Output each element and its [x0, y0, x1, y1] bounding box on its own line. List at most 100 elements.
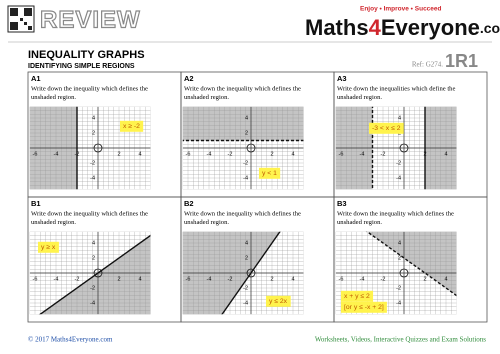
x-tick-label: -6 [33, 151, 38, 157]
answer: y ≥ x [41, 244, 56, 251]
x-tick-label: 2 [270, 151, 273, 157]
x-tick-label: 4 [444, 276, 447, 282]
x-tick-label: -6 [339, 151, 344, 157]
y-tick-label: 2 [245, 130, 248, 136]
instruction: unshaded region. [184, 94, 229, 101]
x-tick-label: 4 [291, 151, 294, 157]
y-tick-label: -4 [243, 175, 248, 181]
x-tick-label: -4 [54, 276, 59, 282]
badge: REVIEW [40, 6, 141, 33]
graph [335, 231, 457, 315]
boundary-line [221, 231, 281, 315]
instruction: unshaded region. [337, 219, 382, 226]
x-tick-label: -2 [381, 151, 386, 157]
y-tick-label: -2 [396, 160, 401, 166]
instruction: unshaded region. [31, 94, 76, 101]
y-tick-label: 4 [245, 115, 248, 121]
origin-marker [399, 143, 409, 153]
answer: -3 < x ≤ 2 [372, 125, 401, 132]
answer-highlight [266, 295, 291, 307]
origin-marker [93, 268, 103, 278]
x-tick-label: 2 [117, 276, 120, 282]
graph [182, 106, 304, 190]
x-tick-label: -2 [75, 151, 80, 157]
answer-highlight [259, 167, 281, 179]
logo-tagline: Enjoy • Improve • Succeed [360, 6, 442, 13]
graph [335, 106, 457, 190]
y-tick-label: 2 [398, 255, 401, 261]
logo-prefix: Maths [305, 15, 369, 40]
answer: y < 1 [262, 170, 277, 177]
answer: x ≥ -2 [123, 123, 140, 130]
subtitle: IDENTIFYING SIMPLE REGIONS [28, 63, 135, 70]
y-tick-label: 4 [92, 240, 95, 246]
answer-highlight [341, 290, 374, 302]
panel-label: B1 [31, 199, 41, 208]
instruction: Write down the inequality which defines … [31, 86, 148, 93]
panel-label: A2 [184, 74, 194, 83]
y-tick-label: -4 [90, 300, 95, 306]
x-tick-label: -4 [360, 276, 365, 282]
y-tick-label: 2 [92, 255, 95, 261]
logo-suffix: Everyone [381, 15, 480, 40]
y-tick-label: 2 [92, 130, 95, 136]
panel: B2 Write down the inequality which define… [180, 196, 335, 323]
logo-digit: 4 [369, 15, 382, 40]
x-tick-label: -4 [207, 151, 212, 157]
ref: Ref: G274. [412, 61, 443, 69]
logo-domain: .com [480, 20, 500, 36]
instruction: Write down the inequality which defines … [184, 211, 301, 218]
panel: B1 Write down the inequality which define… [27, 196, 182, 323]
x-tick-label: -6 [186, 151, 191, 157]
y-tick-label: 2 [245, 255, 248, 261]
x-tick-label: -2 [228, 276, 233, 282]
y-tick-label: -2 [396, 285, 401, 291]
shaded-region [182, 106, 304, 141]
y-tick-label: -2 [90, 285, 95, 291]
instruction: Write down the inequality which defines … [337, 211, 454, 218]
x-tick-label: -2 [75, 276, 80, 282]
boundary-line [366, 231, 457, 297]
instruction: unshaded region. [31, 219, 76, 226]
qr-icon [7, 5, 35, 33]
answer: [or y ≤ -x + 2] [344, 304, 384, 311]
title: INEQUALITY GRAPHS [28, 49, 145, 61]
graph [182, 231, 304, 315]
x-tick-label: 2 [423, 151, 426, 157]
answer: y ≤ 2x [269, 298, 288, 305]
panel: A1 Write down the inequality which define… [27, 71, 182, 198]
x-tick-label: 4 [138, 151, 141, 157]
x-tick-label: -2 [228, 151, 233, 157]
code: 1R1 [445, 51, 478, 71]
y-tick-label: -4 [90, 175, 95, 181]
x-tick-label: -6 [186, 276, 191, 282]
answer-highlight [38, 241, 59, 253]
panel-label: B2 [184, 199, 194, 208]
y-tick-label: -2 [90, 160, 95, 166]
answer-highlight [120, 120, 144, 132]
x-tick-label: -4 [54, 151, 59, 157]
x-tick-label: 2 [270, 276, 273, 282]
x-tick-label: -6 [33, 276, 38, 282]
instruction: unshaded region. [337, 94, 382, 101]
x-tick-label: -6 [339, 276, 344, 282]
panel-label: A3 [337, 74, 347, 83]
instruction: unshaded region. [184, 219, 229, 226]
y-tick-label: -2 [243, 285, 248, 291]
x-tick-label: 4 [444, 151, 447, 157]
panel: B3 Write down the inequality which define… [333, 196, 488, 323]
footer-links: Worksheets, Videos, Interactive Quizzes … [315, 336, 486, 344]
x-tick-label: 4 [138, 276, 141, 282]
x-tick-label: -2 [381, 276, 386, 282]
instruction: Write down the inequality which defines … [184, 86, 301, 93]
panels: A1 Write down the inequality which define… [27, 71, 488, 323]
graph [29, 106, 151, 190]
instruction: Write down the inequality which defines … [31, 211, 148, 218]
y-tick-label: 4 [398, 115, 401, 121]
origin-marker [93, 143, 103, 153]
panel-label: A1 [31, 74, 41, 83]
copyright: © 2017 Maths4Everyone.com [28, 336, 113, 344]
y-tick-label: 4 [92, 115, 95, 121]
origin-marker [246, 268, 256, 278]
